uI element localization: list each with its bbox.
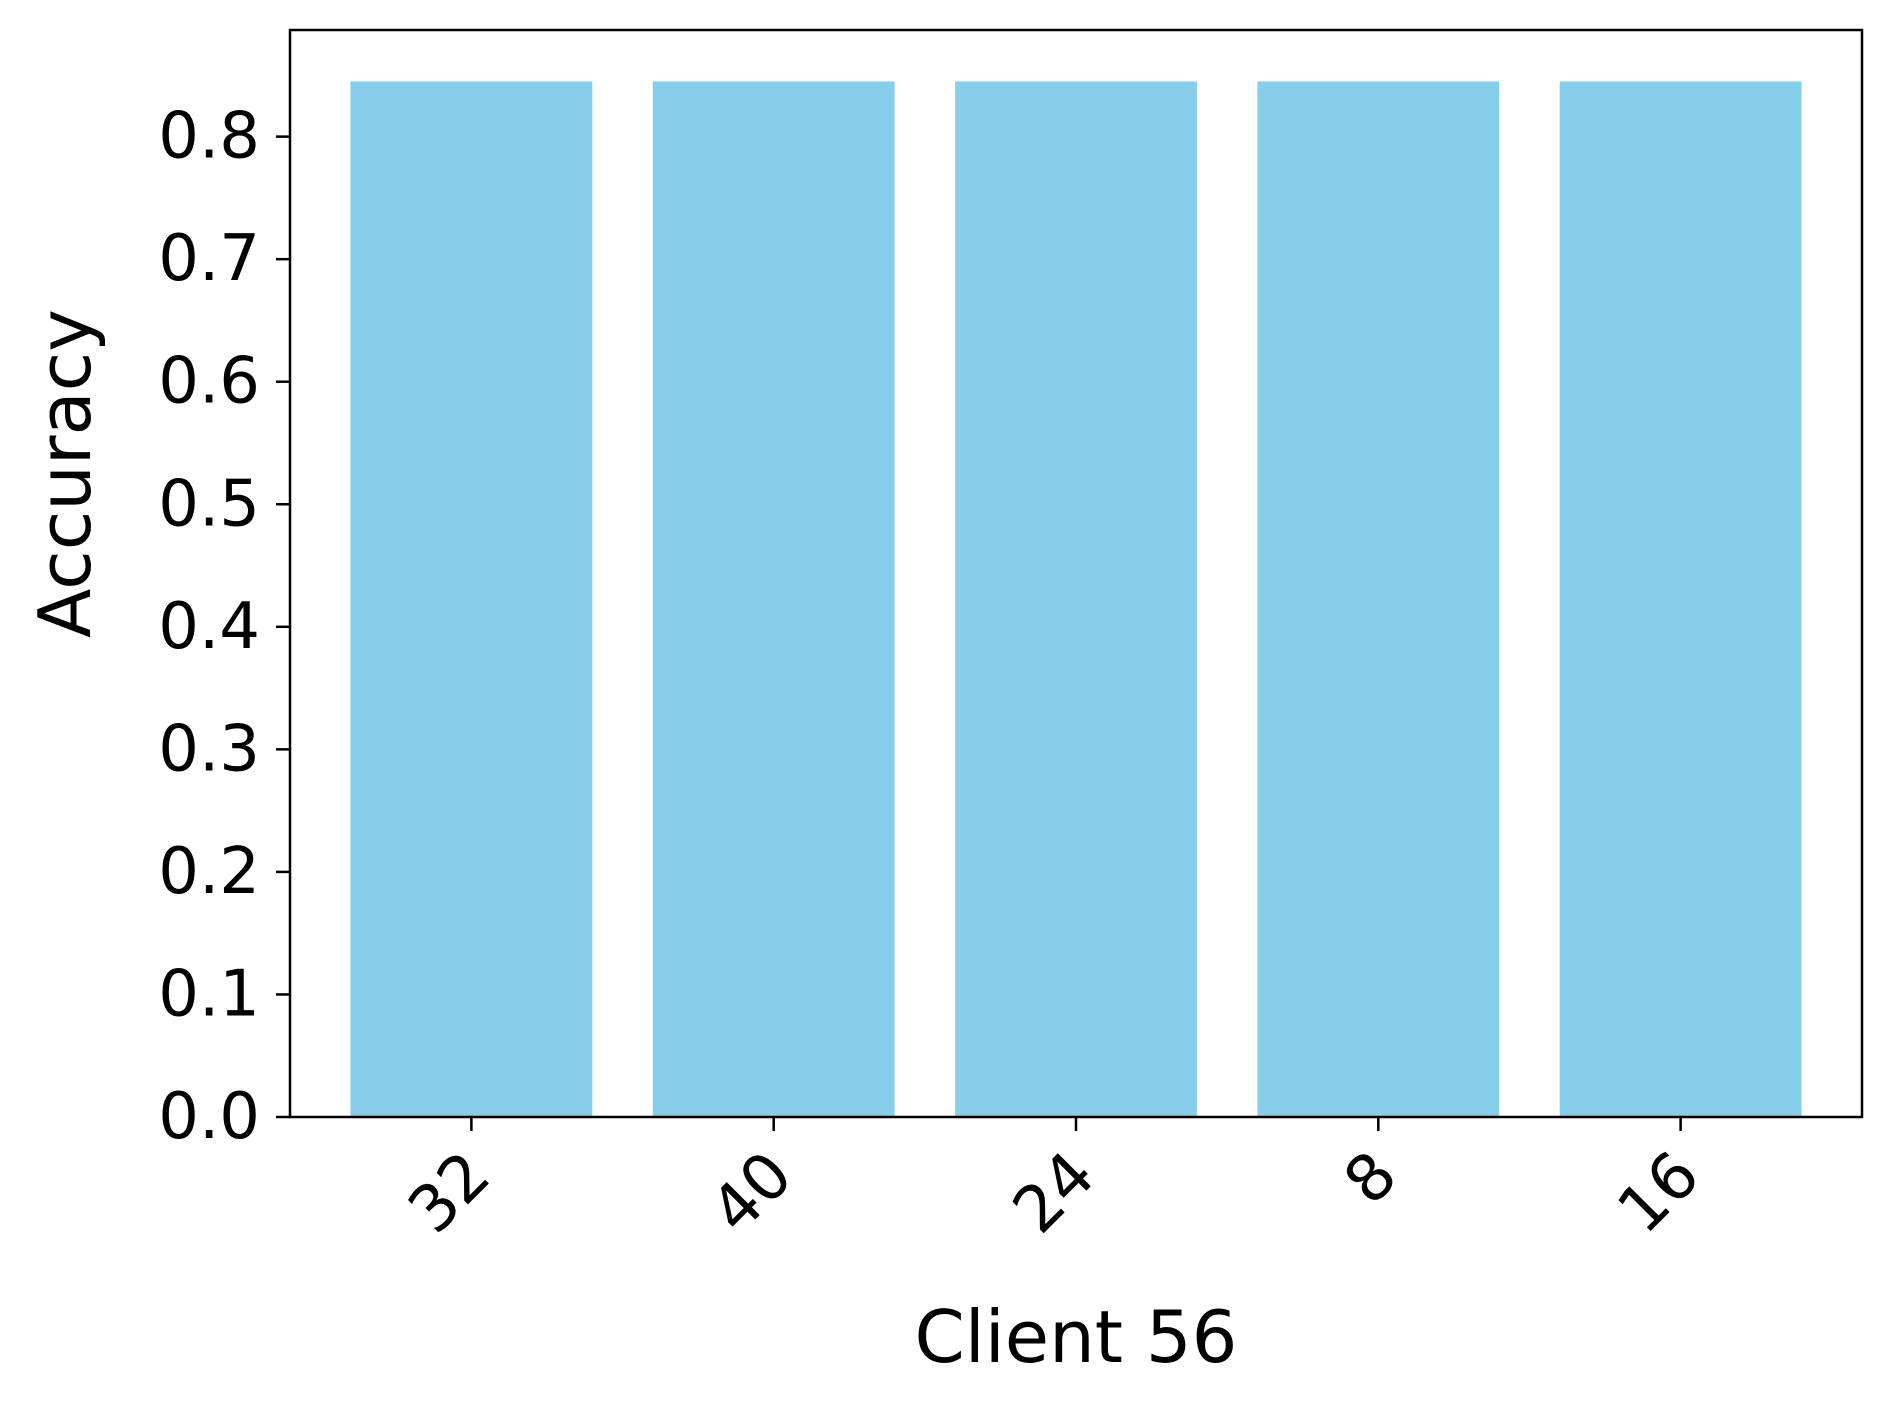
x-axis-label: Client 56 — [915, 1295, 1238, 1379]
y-tick-label: 0.3 — [158, 712, 260, 786]
y-tick-label: 0.7 — [158, 222, 260, 296]
y-axis: 0.0 0.1 0.2 0.3 0.4 0.5 0.6 0.7 0.8 — [158, 100, 290, 1154]
bars-group — [350, 81, 1802, 1118]
y-tick-label: 0.1 — [158, 957, 260, 1031]
bar-24 — [955, 81, 1197, 1118]
bar-40 — [652, 81, 895, 1118]
y-tick-label: 0.2 — [158, 835, 260, 909]
y-tick-label: 0.0 — [158, 1080, 260, 1154]
y-tick-label: 0.5 — [158, 467, 260, 541]
y-tick-label: 0.6 — [158, 345, 260, 419]
bar-8 — [1257, 81, 1500, 1118]
y-tick-label: 0.8 — [158, 100, 260, 174]
bar-32 — [350, 81, 593, 1118]
y-axis-label: Accuracy — [23, 309, 107, 638]
bar-16 — [1559, 81, 1802, 1118]
y-tick-label: 0.4 — [158, 590, 260, 664]
